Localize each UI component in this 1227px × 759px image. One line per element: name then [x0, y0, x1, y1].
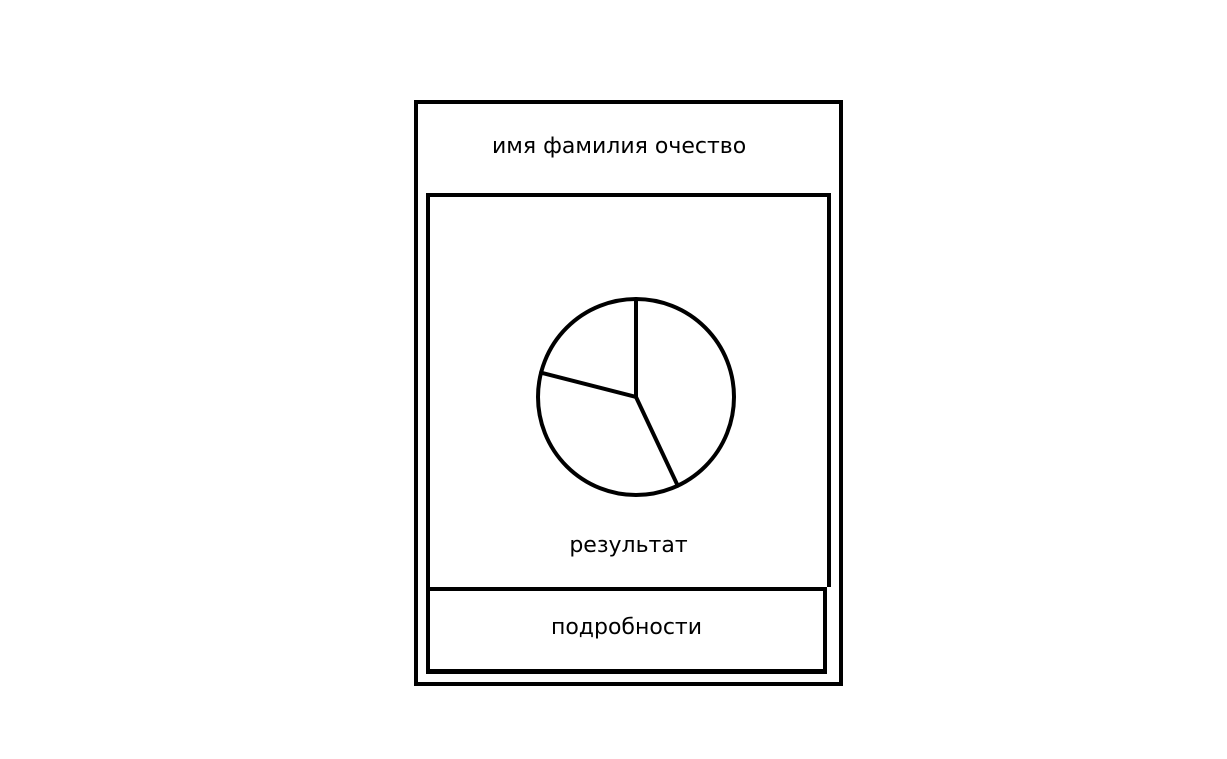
result-label: результат: [569, 533, 688, 558]
pie-dividers: [539, 297, 680, 488]
details-button-label: подробности: [550, 615, 703, 640]
profile-card: имя фамилия очество результат подробност…: [414, 100, 843, 686]
pie-slice-3-boundary: [539, 370, 638, 399]
result-panel: результат: [426, 193, 831, 587]
details-button[interactable]: подробности: [426, 587, 827, 674]
pie-slice-2-boundary: [634, 395, 680, 488]
person-full-name: имя фамилия очество: [492, 134, 747, 159]
result-pie-chart: [536, 297, 736, 497]
